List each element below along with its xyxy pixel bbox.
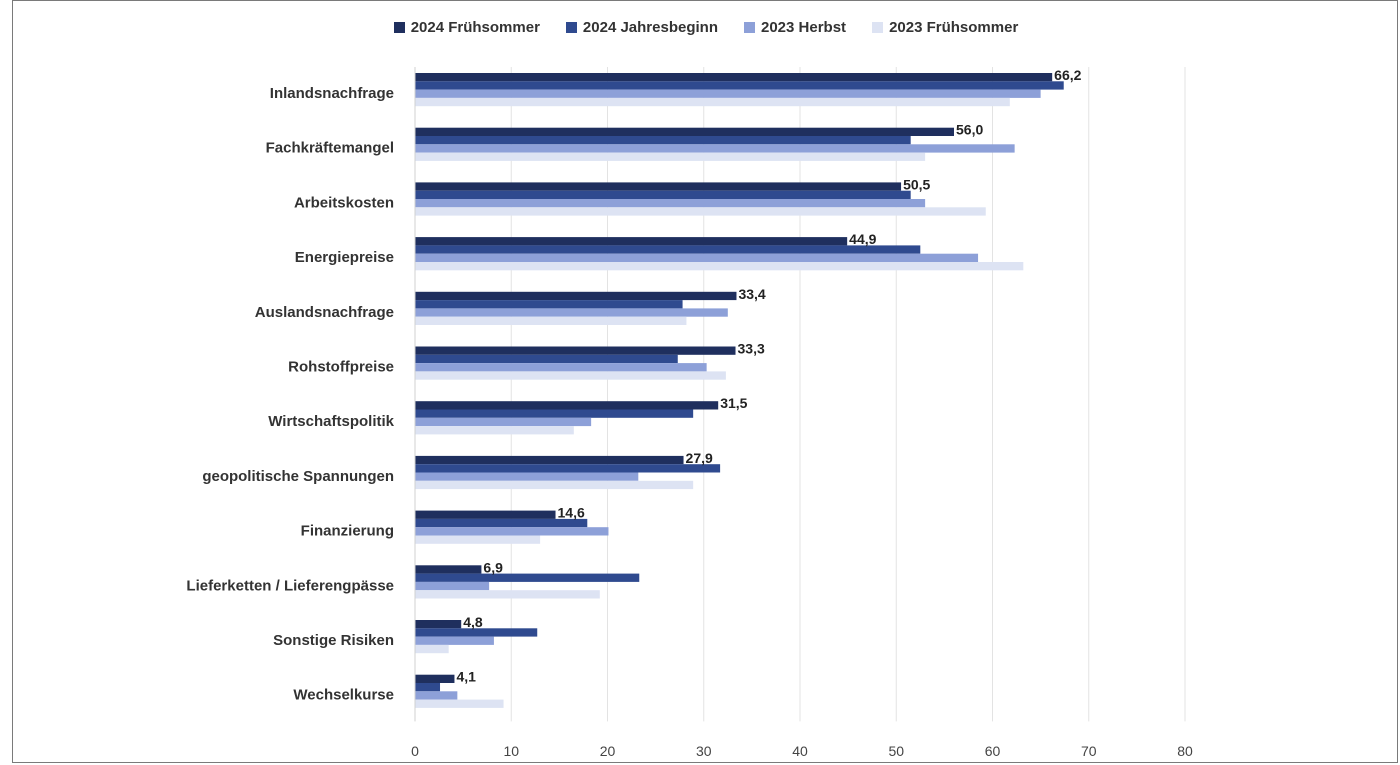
legend-item-3: 2023 Frühsommer [872, 19, 1018, 36]
x-tick-label: 80 [1177, 743, 1193, 759]
category-label: Sonstige Risiken [273, 632, 394, 649]
legend-label: 2024 Frühsommer [410, 19, 540, 36]
legend-item-2: 2023 Herbst [744, 19, 846, 36]
x-tick-label: 70 [1081, 743, 1097, 759]
bar-0 [415, 237, 848, 246]
bar-3 [415, 371, 726, 380]
chart-frame: 2024 Frühsommer 2024 Jahresbeginn 2023 Her… [12, 0, 1398, 763]
x-tick-label: 10 [503, 743, 519, 759]
bar-2 [415, 363, 707, 372]
bar-2 [415, 691, 458, 700]
bar-3 [415, 207, 986, 216]
data-label: 27,9 [686, 450, 713, 466]
legend-swatch [393, 22, 405, 33]
data-label: 50,5 [903, 176, 930, 192]
bar-2 [415, 253, 979, 262]
bar-1 [415, 518, 588, 528]
bar-2 [415, 417, 592, 427]
x-tick-label: 20 [600, 743, 616, 759]
category-label: Arbeitskosten [294, 194, 394, 211]
bar-2 [415, 199, 926, 208]
data-label: 44,9 [849, 231, 876, 247]
category-label: Finanzierung [301, 523, 394, 540]
data-label: 33,4 [738, 286, 765, 302]
legend-label: 2023 Herbst [761, 19, 847, 36]
legend-item-0: 2024 Frühsommer [393, 19, 540, 36]
bar-3 [415, 590, 600, 599]
bar-2 [415, 308, 728, 317]
bar-3 [415, 699, 504, 708]
bar-0 [415, 182, 902, 191]
category-label: Inlandsnachfrage [270, 85, 394, 102]
data-label: 14,6 [558, 505, 585, 521]
data-label: 66,2 [1054, 67, 1081, 83]
bar-1 [415, 300, 683, 309]
legend-item-1: 2024 Jahresbeginn [565, 19, 718, 36]
bar-0 [415, 291, 737, 301]
category-label: geopolitische Spannungen [202, 468, 394, 485]
bar-1 [415, 464, 721, 473]
bar-2 [415, 89, 1041, 98]
bar-0 [415, 620, 462, 629]
legend: 2024 Frühsommer 2024 Jahresbeginn 2023 Her… [13, 19, 1399, 36]
bar-3 [415, 644, 449, 654]
bar-0 [415, 455, 684, 465]
bar-1 [415, 354, 678, 364]
bar-1 [415, 409, 694, 418]
bar-3 [415, 97, 1010, 107]
legend-swatch [872, 22, 884, 33]
data-label: 56,0 [956, 122, 983, 138]
bar-2 [415, 636, 494, 645]
category-label: Lieferketten / Lieferengpässe [186, 577, 394, 594]
x-tick-label: 60 [985, 743, 1001, 759]
category-label: Rohstoffpreise [288, 359, 394, 376]
bar-3 [415, 535, 541, 544]
bar-2 [415, 527, 609, 536]
category-label: Wechselkurse [293, 687, 394, 704]
bar-3 [415, 480, 694, 490]
x-tick-label: 50 [888, 743, 904, 759]
bar-2 [415, 144, 1015, 153]
bar-2 [415, 472, 639, 481]
bar-0 [415, 127, 954, 136]
bar-0 [415, 401, 719, 410]
legend-label: 2023 Frühsommer [889, 19, 1019, 36]
category-label: Energiepreise [295, 249, 394, 266]
bar-3 [415, 316, 687, 325]
x-tick-label: 0 [411, 743, 419, 759]
x-tick-label: 30 [696, 743, 712, 759]
bar-0 [415, 674, 455, 683]
bar-1 [415, 245, 921, 254]
category-label: Auslandsnachfrage [255, 304, 394, 321]
data-label: 4,1 [456, 669, 476, 685]
bar-1 [415, 81, 1064, 90]
bar-0 [415, 346, 736, 355]
bar-0 [415, 565, 482, 574]
legend-label: 2024 Jahresbeginn [582, 19, 718, 36]
data-label: 6,9 [483, 559, 503, 575]
data-label: 4,8 [463, 614, 483, 630]
legend-swatch [744, 22, 755, 33]
category-label: Fachkräftemangel [266, 140, 394, 157]
bar-0 [415, 73, 1053, 82]
bar-1 [415, 136, 911, 145]
bar-1 [415, 628, 538, 637]
bar-3 [415, 152, 926, 161]
category-label: Wirtschaftspolitik [268, 413, 394, 430]
bar-0 [415, 510, 556, 519]
bar-chart: 0 10 20 30 40 50 60 70 80 Inlandsnachfrage 66,2 Fac… [186, 67, 1193, 759]
data-label: 33,3 [738, 341, 765, 357]
bar-3 [415, 262, 1024, 271]
bar-1 [415, 190, 911, 199]
legend-swatch [565, 22, 577, 33]
bar-1 [415, 683, 441, 692]
data-label: 31,5 [720, 395, 747, 411]
bar-1 [415, 573, 640, 582]
bar-2 [415, 581, 490, 591]
x-tick-label: 40 [792, 743, 808, 759]
bar-3 [415, 426, 574, 435]
